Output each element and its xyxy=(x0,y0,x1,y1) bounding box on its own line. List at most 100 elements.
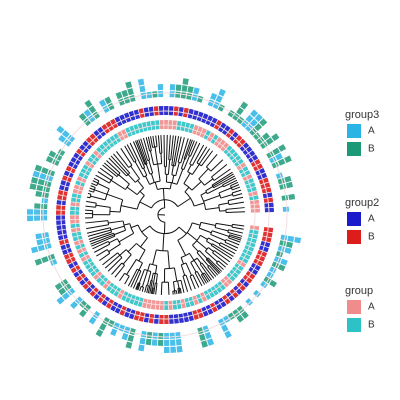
ring-tile xyxy=(138,108,145,118)
ring-tile xyxy=(87,264,97,274)
ring-tile xyxy=(37,244,45,252)
tree-branch xyxy=(231,189,242,194)
tree-branch xyxy=(177,280,180,289)
legend-title: group2 xyxy=(345,197,379,209)
ring-tile xyxy=(143,107,150,117)
tree-branch xyxy=(183,139,192,160)
ring-tile xyxy=(245,298,254,306)
tree-branch xyxy=(190,141,198,157)
ring-tile xyxy=(93,290,103,301)
tree-branch xyxy=(198,250,208,259)
tree-branch xyxy=(203,194,221,202)
ring-tile xyxy=(82,258,93,266)
tree-branch xyxy=(120,205,138,210)
ring-tile xyxy=(184,122,191,133)
tree-branch xyxy=(200,274,207,284)
ring-tile xyxy=(79,144,89,154)
tree-branch xyxy=(208,247,214,252)
ring-tile xyxy=(129,125,136,136)
tree-arc xyxy=(227,229,229,233)
ring-tile xyxy=(248,233,258,239)
tree-branch xyxy=(226,211,245,213)
tree-branch xyxy=(229,234,242,239)
legend-label: A xyxy=(368,214,375,225)
tree-branch xyxy=(171,175,175,183)
tree-branch xyxy=(140,237,148,248)
tree-branch xyxy=(87,229,112,237)
tree-branch xyxy=(91,182,97,187)
ring-tile xyxy=(119,114,127,125)
ring-tile xyxy=(101,123,110,134)
legend-label: A xyxy=(368,302,375,313)
tree-branch xyxy=(213,175,236,189)
ring-tile xyxy=(34,203,41,209)
tree-branch xyxy=(108,220,124,224)
ring-tile xyxy=(220,278,230,288)
ring-tile xyxy=(124,307,132,318)
tree-branch xyxy=(146,271,152,286)
ring-tile xyxy=(255,168,266,176)
ring-tile xyxy=(225,128,235,139)
tree-branch xyxy=(167,159,171,175)
tree-branch xyxy=(155,135,158,147)
ring-tile xyxy=(250,262,261,271)
ring-tile xyxy=(43,186,51,193)
ring-tile xyxy=(73,152,84,162)
ring-tile xyxy=(75,243,85,250)
tree-branch xyxy=(222,177,237,186)
tree-arc xyxy=(173,279,182,283)
ring-tile xyxy=(60,278,69,287)
ring-tile xyxy=(76,176,87,184)
legend-label: B xyxy=(368,320,375,331)
tree-branch xyxy=(157,135,161,154)
ring-tile xyxy=(78,250,89,259)
ring-tile xyxy=(259,118,268,127)
tree-branch xyxy=(107,257,123,272)
tree-branch xyxy=(120,148,133,166)
tree-branch xyxy=(103,162,119,176)
ring-tile xyxy=(250,158,261,168)
ring-tile xyxy=(210,134,219,144)
ring-tile xyxy=(214,300,223,310)
tree-branch xyxy=(189,275,196,290)
tree-arc xyxy=(166,181,178,185)
ring-tile xyxy=(196,293,203,304)
ring-tile xyxy=(42,192,50,199)
ring-tile xyxy=(199,333,206,342)
ring-tile xyxy=(157,84,164,91)
ring-tile xyxy=(89,287,99,297)
tree-branch xyxy=(208,265,219,276)
tree-branch xyxy=(98,252,111,262)
tree-branch xyxy=(200,234,208,240)
tree-branch xyxy=(134,161,145,178)
ring-tile xyxy=(236,305,245,314)
tree-branch xyxy=(168,135,171,160)
ring-tile xyxy=(175,91,181,98)
ring-tile xyxy=(56,125,65,134)
tree-branch xyxy=(138,139,148,164)
tree-branch xyxy=(124,145,135,163)
tree-arc xyxy=(96,180,100,186)
ring-tile xyxy=(99,323,107,331)
tree-branch xyxy=(113,153,131,174)
ring-tile xyxy=(240,170,251,178)
ring-tile xyxy=(67,287,76,296)
ring-tile xyxy=(137,123,144,133)
ring-tile xyxy=(82,140,92,150)
tree-branch xyxy=(232,193,243,197)
ring-tile xyxy=(127,88,134,96)
tree-branch xyxy=(86,196,91,199)
tree-branch xyxy=(93,177,100,182)
ring-tile xyxy=(209,302,218,313)
tree-branch xyxy=(135,282,139,290)
ring-tile xyxy=(263,197,274,203)
ring-tile xyxy=(170,339,176,346)
tree-arc xyxy=(108,177,114,184)
ring-tile xyxy=(182,78,189,85)
ring-tile xyxy=(27,215,34,222)
tree-branch xyxy=(218,202,229,206)
ring-tile xyxy=(232,135,243,145)
tree-branch xyxy=(160,135,163,154)
tree-branch xyxy=(198,148,211,165)
ring-tile xyxy=(146,121,152,131)
